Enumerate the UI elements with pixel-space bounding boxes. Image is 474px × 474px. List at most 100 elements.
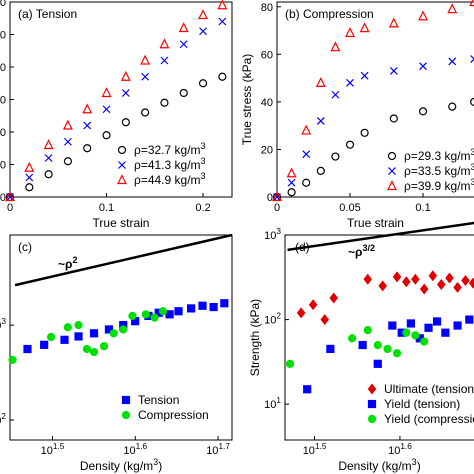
marker (392, 349, 402, 358)
marker (329, 292, 338, 304)
plot-frame (9, 234, 233, 441)
marker (44, 154, 53, 162)
y-tick-label: 40 (261, 97, 273, 109)
marker (141, 72, 150, 81)
marker (315, 77, 326, 87)
marker (159, 38, 170, 49)
marker (218, 72, 227, 81)
legend-marker (117, 145, 127, 155)
marker (287, 178, 296, 187)
legend-label: Ultimate (tension) (384, 382, 474, 396)
marker (331, 90, 340, 99)
legend-marker (387, 180, 397, 191)
marker (447, 3, 458, 14)
marker (469, 0, 474, 7)
legend-marker (117, 174, 127, 185)
marker (102, 131, 111, 140)
marker (303, 385, 312, 394)
marker (406, 319, 415, 328)
marker (25, 183, 34, 192)
marker (83, 144, 92, 153)
x-tick-label: 0.05 (339, 202, 360, 214)
panel: (b) Compression 0 0.05 0.1 0 20 40 60 80 True str… (240, 0, 474, 230)
legend-label: ρ=41.3 kg/m3 (134, 156, 206, 172)
marker (363, 326, 372, 335)
x-axis-label: Density (kg/m3) (338, 457, 420, 473)
marker (43, 139, 54, 150)
marker (128, 311, 137, 321)
marker (420, 337, 429, 346)
marker (428, 270, 438, 282)
marker (5, 191, 15, 202)
marker (44, 170, 53, 179)
y-tick-label: 60 (0, 0, 6, 9)
y-tick-label: 103 (0, 317, 6, 332)
panel-title: (c) (18, 240, 32, 254)
legend-label: ρ=32.7 kg/m3 (134, 141, 206, 157)
legend-marker (367, 399, 377, 409)
marker (160, 98, 169, 107)
legend-label: ρ=44.9 kg/m3 (134, 171, 206, 187)
legend-marker (121, 410, 131, 420)
y-tick-label: 102 (0, 412, 6, 427)
legend-marker (118, 161, 126, 169)
marker (23, 344, 32, 354)
panel: (c) 101.5 101.6 101.7 102 103 Density (kg/m3) ~… (0, 233, 233, 473)
marker (348, 334, 357, 343)
legend-label: ρ=29.3 kg/m3 (404, 147, 474, 163)
marker (198, 79, 208, 88)
marker (419, 283, 429, 295)
y-tick-label: 103 (264, 227, 281, 242)
marker (74, 321, 83, 330)
marker (217, 0, 228, 10)
marker (121, 89, 130, 97)
y-tick-label: 20 (0, 127, 6, 139)
marker (346, 78, 354, 87)
legend-marker (367, 383, 377, 395)
x-axis-label: Density (kg/m3) (80, 457, 162, 473)
marker (432, 317, 442, 326)
panel: (a) Tension 0 0.1 0.2 0 10 20 30 40 50 60 True stra… (0, 0, 233, 230)
marker (468, 277, 474, 289)
marker (424, 323, 433, 332)
marker (160, 56, 169, 65)
y-tick-label: 30 (0, 95, 6, 107)
x-tick-label: 101.6 (388, 442, 412, 457)
marker (63, 137, 72, 146)
marker (373, 359, 382, 368)
marker (360, 71, 369, 80)
y-tick-label: 0 (267, 192, 273, 204)
marker (373, 340, 382, 350)
marker (121, 118, 130, 127)
x-tick-label: 0.1 (415, 202, 430, 214)
marker (273, 193, 281, 201)
y-tick-label: 40 (0, 62, 6, 74)
marker (331, 152, 340, 161)
marker (198, 9, 209, 20)
y-axis-label: True stress (kPa) (240, 54, 254, 146)
marker (461, 274, 470, 286)
marker (383, 344, 392, 354)
fit-line (287, 221, 474, 252)
y-tick-label: 20 (261, 144, 273, 156)
marker (120, 70, 131, 81)
marker (63, 323, 72, 332)
legend-marker (121, 395, 131, 405)
marker (286, 167, 297, 178)
x-tick-label: 101.6 (123, 442, 147, 457)
marker (345, 27, 355, 38)
marker (89, 347, 99, 357)
legend-label: ρ=33.5 kg/m3 (404, 162, 474, 178)
panel-title: (a) Tension (18, 7, 77, 21)
marker (179, 40, 188, 49)
marker (388, 17, 399, 28)
marker (465, 315, 474, 324)
legend-label: Yield (tension) (384, 397, 460, 411)
marker (330, 41, 341, 52)
y-tick-label: 80 (261, 2, 273, 14)
marker (6, 193, 14, 201)
marker (316, 166, 325, 175)
marker (141, 310, 150, 319)
marker (82, 344, 91, 354)
legend-label: Tension (138, 393, 179, 407)
